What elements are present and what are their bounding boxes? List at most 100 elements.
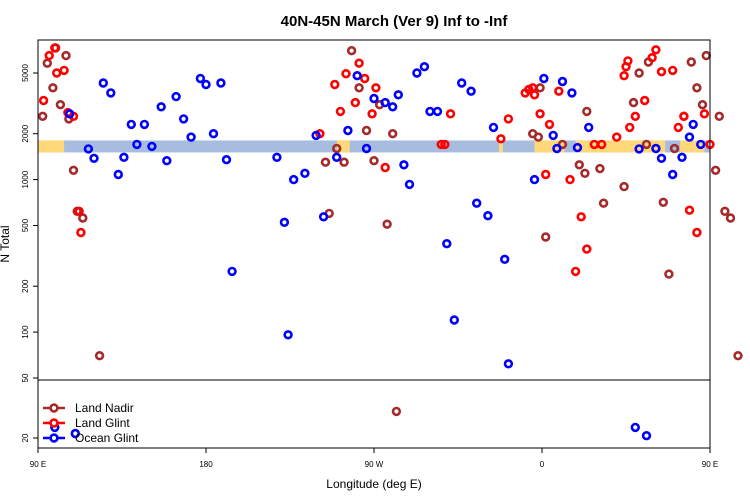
point-land-glint [656, 66, 667, 77]
point-land-glint [44, 50, 54, 61]
point-land-glint [74, 206, 84, 217]
map-strip-land [38, 140, 65, 153]
point-land-nadir [701, 50, 711, 61]
point-land-glint [59, 65, 69, 76]
point-land-nadir [533, 132, 543, 142]
y-tick-label: 200 [21, 279, 30, 293]
point-land-glint [623, 56, 633, 66]
point-ocean-glint [695, 139, 706, 150]
point-ocean-glint [583, 122, 594, 133]
point-ocean-glint [119, 152, 129, 163]
point-ocean-glint [369, 93, 379, 104]
point-ocean-glint [279, 217, 290, 228]
x-tick-label: 180 [199, 460, 213, 469]
point-land-glint [529, 90, 540, 100]
point-land-glint [673, 122, 683, 133]
point-ocean-glint [399, 160, 409, 170]
point-land-glint [50, 43, 60, 53]
point-ocean-glint [393, 90, 403, 100]
point-ocean-glint [677, 152, 687, 163]
point-land-glint [503, 114, 514, 124]
point-ocean-glint [503, 359, 514, 369]
point-land-glint [624, 122, 635, 133]
point-land-nadir [628, 97, 639, 108]
legend-marker-land-glint [49, 418, 59, 428]
point-ocean-glint [208, 129, 219, 139]
point-land-nadir [388, 129, 398, 139]
point-ocean-glint [201, 79, 211, 90]
point-land-glint [684, 205, 695, 215]
point-land-nadir [733, 351, 743, 361]
map-strip-land [534, 140, 565, 153]
data-points [37, 43, 743, 441]
point-ocean-glint [227, 266, 237, 277]
point-ocean-glint [539, 73, 549, 84]
point-ocean-glint [126, 119, 137, 130]
point-land-nadir [346, 45, 357, 56]
point-land-glint [611, 132, 622, 142]
point-land-glint [354, 58, 364, 68]
point-land-glint [570, 266, 581, 277]
point-land-glint [582, 244, 592, 254]
point-ocean-glint [572, 142, 583, 153]
point-land-glint [445, 109, 456, 119]
point-ocean-glint [83, 144, 94, 154]
point-ocean-glint [457, 78, 467, 88]
x-tick-label: 90 W [365, 460, 384, 469]
point-land-nadir [361, 125, 372, 136]
legend-label-land-glint: Land Glint [75, 416, 130, 430]
point-land-nadir [658, 197, 668, 208]
point-land-glint [651, 45, 661, 55]
point-land-nadir [598, 198, 609, 208]
y-tick-label: 2000 [21, 124, 30, 142]
y-tick-label: 100 [21, 325, 30, 339]
point-ocean-glint [442, 239, 452, 249]
point-land-nadir [725, 213, 736, 223]
legend-label-land-nadir: Land Nadir [75, 401, 134, 415]
point-land-nadir [720, 206, 730, 217]
point-land-nadir [382, 219, 392, 229]
point-ocean-glint [113, 169, 124, 180]
point-land-glint [692, 227, 702, 238]
point-land-glint [679, 111, 689, 122]
x-tick-label: 0 [540, 460, 545, 469]
point-ocean-glint [412, 68, 422, 78]
point-ocean-glint [641, 431, 652, 441]
point-land-nadir [595, 163, 605, 174]
point-land-nadir [669, 143, 680, 154]
y-axis: 50 100 200 500 1000 2000 5000 20 [21, 64, 38, 442]
point-ocean-glint [289, 174, 299, 185]
point-ocean-glint [380, 97, 390, 108]
point-land-nadir [582, 106, 592, 117]
point-land-nadir [692, 83, 702, 93]
point-ocean-glint [361, 143, 372, 154]
point-ocean-glint [557, 76, 568, 87]
point-ocean-glint [419, 61, 430, 72]
point-ocean-glint [283, 330, 293, 340]
point-land-nadir [686, 57, 696, 67]
point-ocean-glint [630, 422, 640, 433]
point-land-glint [38, 95, 49, 106]
point-land-nadir [580, 168, 590, 179]
point-land-nadir [574, 160, 584, 170]
point-land-nadir [535, 83, 545, 93]
point-ocean-glint [684, 132, 695, 142]
point-ocean-glint [548, 130, 558, 141]
y-tick-label: 5000 [21, 64, 30, 82]
point-ocean-glint [667, 169, 678, 180]
point-ocean-glint [178, 114, 189, 124]
point-land-glint [554, 86, 564, 96]
point-land-glint [619, 70, 629, 81]
point-ocean-glint [567, 88, 577, 98]
point-ocean-glint [488, 122, 499, 133]
point-land-nadir [714, 111, 724, 122]
point-land-glint [76, 227, 86, 238]
point-ocean-glint [64, 109, 75, 119]
point-land-nadir [42, 58, 52, 68]
point-ocean-glint [272, 152, 282, 163]
point-ocean-glint [425, 106, 435, 117]
map-strip-land [499, 140, 503, 153]
point-land-glint [576, 212, 586, 222]
point-ocean-glint [352, 70, 362, 81]
y-tick-label: 50 [21, 373, 30, 382]
